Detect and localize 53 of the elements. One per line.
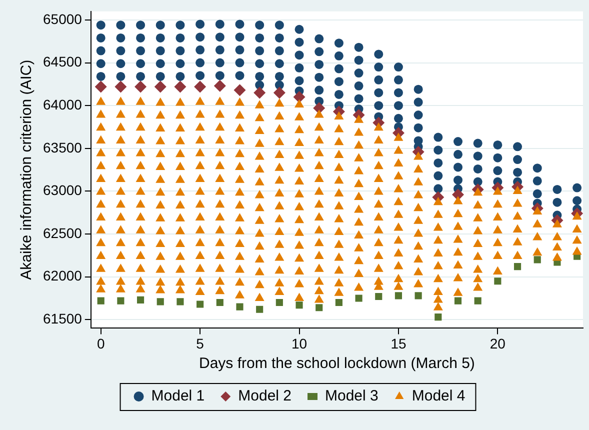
point bbox=[194, 80, 206, 93]
point bbox=[234, 84, 246, 96]
x-axis-title: Days from the school lockdown (March 5) bbox=[198, 355, 475, 372]
point bbox=[236, 303, 244, 310]
y-tick-label: 63000 bbox=[42, 182, 82, 198]
y-tick-label: 61500 bbox=[42, 310, 82, 326]
point bbox=[394, 292, 402, 300]
point bbox=[293, 91, 306, 104]
point bbox=[474, 297, 482, 304]
legend-label: Model 2 bbox=[238, 388, 292, 405]
point bbox=[214, 80, 226, 92]
y-tick-label: 62500 bbox=[42, 224, 82, 241]
y-tick-label: 62000 bbox=[42, 268, 82, 284]
point bbox=[137, 296, 144, 304]
point bbox=[375, 292, 382, 300]
point bbox=[156, 298, 164, 306]
point bbox=[534, 256, 541, 264]
y-tick-label: 64000 bbox=[42, 96, 82, 112]
point bbox=[174, 80, 186, 93]
x-tick-label: 10 bbox=[291, 335, 308, 352]
point bbox=[117, 297, 124, 304]
point bbox=[97, 297, 104, 304]
y-axis-title: Akaike information criterion (AIC) bbox=[18, 60, 36, 280]
point bbox=[176, 298, 184, 306]
point bbox=[256, 306, 264, 313]
y-tick-label: 64500 bbox=[42, 54, 82, 70]
legend-label: Model 4 bbox=[412, 388, 466, 405]
point bbox=[273, 86, 286, 99]
x-tick-label: 0 bbox=[96, 335, 105, 352]
y-tick-label: 65000 bbox=[42, 10, 82, 27]
y-tick-label: 63500 bbox=[42, 139, 82, 156]
point bbox=[434, 314, 442, 321]
point bbox=[114, 80, 127, 93]
point bbox=[414, 292, 422, 300]
point bbox=[134, 80, 147, 93]
x-tick-label: 20 bbox=[490, 335, 506, 352]
point bbox=[316, 304, 323, 312]
point bbox=[514, 263, 522, 270]
point bbox=[254, 86, 266, 99]
point bbox=[355, 294, 362, 302]
legend-label: Model 3 bbox=[325, 388, 378, 405]
point bbox=[494, 278, 502, 285]
legend-label: Model 1 bbox=[151, 388, 205, 405]
point bbox=[154, 80, 166, 93]
point bbox=[94, 80, 107, 93]
point bbox=[276, 298, 283, 306]
x-tick-label: 15 bbox=[390, 335, 406, 352]
point bbox=[196, 300, 204, 308]
x-tick-label: 5 bbox=[196, 335, 204, 352]
point bbox=[335, 298, 342, 306]
point bbox=[296, 302, 303, 309]
point bbox=[216, 298, 224, 306]
point bbox=[454, 297, 462, 304]
